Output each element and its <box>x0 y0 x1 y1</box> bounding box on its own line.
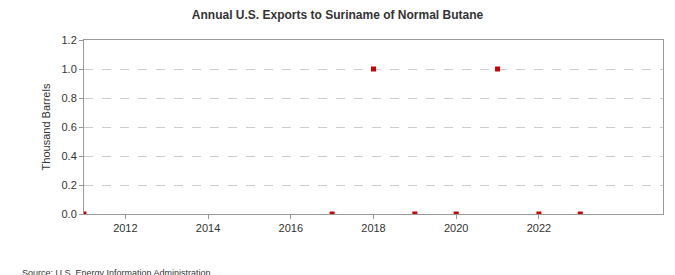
svg-text:2020: 2020 <box>444 222 468 234</box>
svg-text:2016: 2016 <box>279 222 303 234</box>
svg-text:0.4: 0.4 <box>62 150 77 162</box>
svg-text:Annual U.S. Exports to Surinam: Annual U.S. Exports to Suriname of Norma… <box>192 8 484 22</box>
svg-text:0.0: 0.0 <box>62 208 77 220</box>
svg-text:0.2: 0.2 <box>62 179 77 191</box>
svg-text:2014: 2014 <box>196 222 220 234</box>
svg-text:0.6: 0.6 <box>62 121 77 133</box>
svg-text:Source: U.S. Energy Informatio: Source: U.S. Energy Information Administ… <box>22 268 211 275</box>
svg-text:2018: 2018 <box>361 222 385 234</box>
svg-text:2012: 2012 <box>113 222 137 234</box>
svg-text:2022: 2022 <box>527 222 551 234</box>
svg-text:0.8: 0.8 <box>62 92 77 104</box>
svg-text:1.0: 1.0 <box>62 63 77 75</box>
svg-text:Thousand Barrels: Thousand Barrels <box>40 83 52 170</box>
svg-text:1.2: 1.2 <box>62 34 77 46</box>
